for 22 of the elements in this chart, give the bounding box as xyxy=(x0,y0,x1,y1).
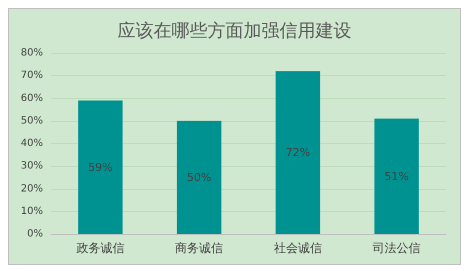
data-label: 72% xyxy=(286,146,310,160)
y-tick-label: 80% xyxy=(20,48,43,58)
y-tick-label: 10% xyxy=(20,206,43,217)
data-label: 59% xyxy=(88,160,113,174)
y-tick-label: 40% xyxy=(20,138,43,149)
bar xyxy=(276,71,320,234)
x-tick-label: 政务诚信 xyxy=(76,241,124,255)
y-tick-label: 30% xyxy=(20,160,43,172)
bar xyxy=(176,120,222,234)
chart-title: 应该在哪些方面加强信用建设 xyxy=(118,20,352,42)
y-tick-label: 50% xyxy=(20,115,43,126)
y-tick-label: 60% xyxy=(20,92,43,104)
y-tick-label: 0% xyxy=(27,228,43,240)
bar xyxy=(374,118,419,234)
x-tick-label: 商务诚信 xyxy=(175,241,224,255)
bar xyxy=(78,100,123,234)
data-label: 51% xyxy=(384,170,409,183)
y-tick-label: 70% xyxy=(20,70,43,82)
data-label: 50% xyxy=(186,170,212,184)
x-tick-label: 社会诚信 xyxy=(274,241,322,255)
y-tick-label: 20% xyxy=(20,183,43,194)
x-tick-label: 司法公信 xyxy=(372,241,421,255)
